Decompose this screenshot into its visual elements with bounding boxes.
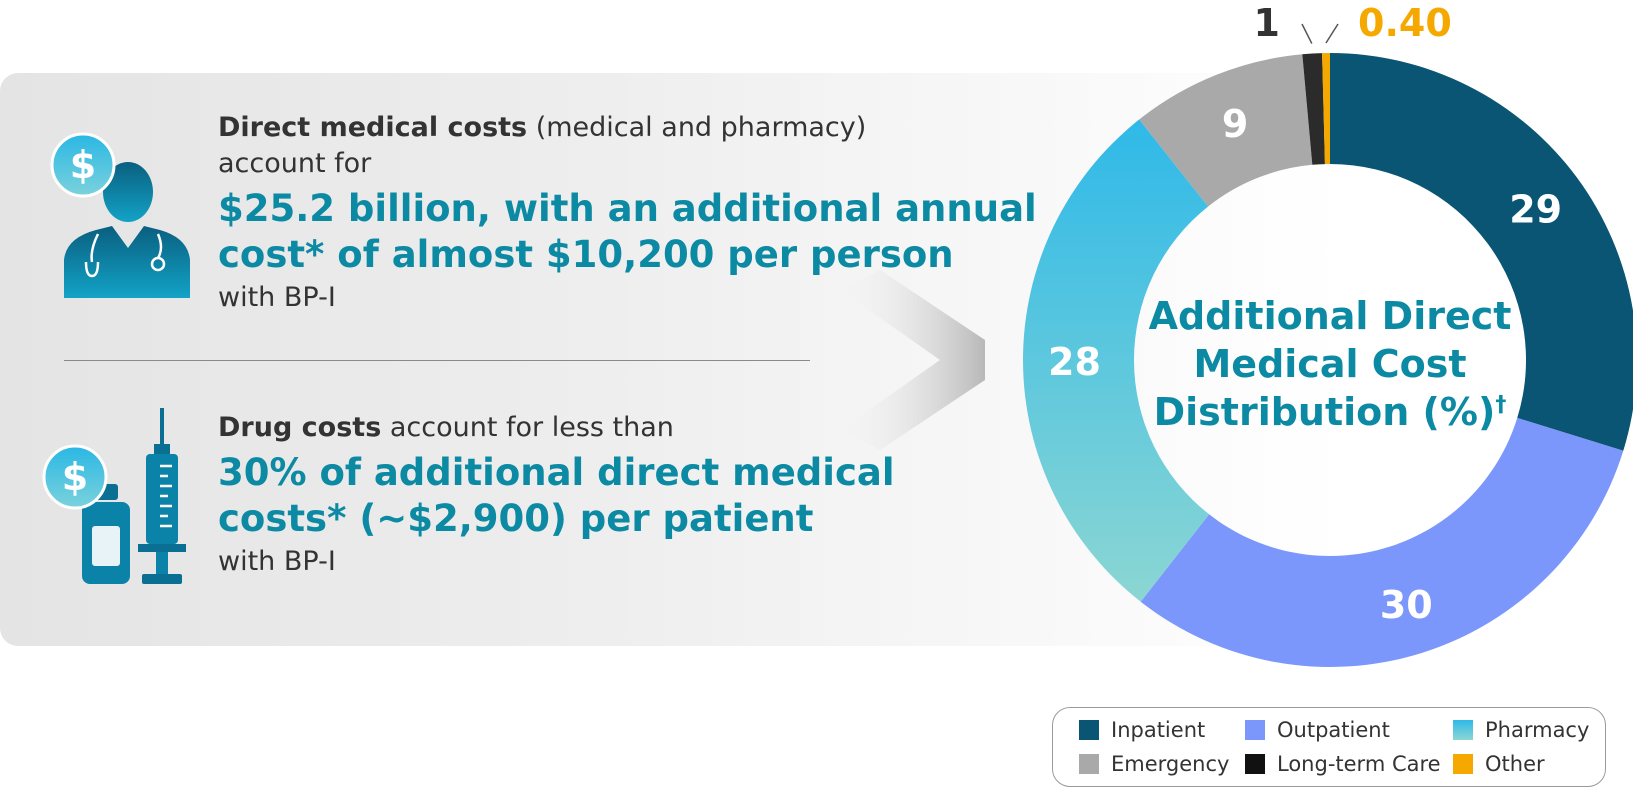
legend-label: Emergency bbox=[1111, 752, 1230, 776]
dagger-mark: † bbox=[1495, 392, 1507, 418]
leader-line bbox=[1325, 23, 1339, 44]
legend-label: Pharmacy bbox=[1485, 718, 1590, 742]
legend-item-outpatient: Outpatient bbox=[1245, 718, 1390, 742]
direct-costs-intro-line2: account for bbox=[218, 148, 372, 179]
legend-label: Long-term Care bbox=[1277, 752, 1441, 776]
direct-costs-block: Direct medical costs (medical and pharma… bbox=[218, 110, 1037, 316]
chart-title-line3: Distribution (%)† bbox=[1140, 388, 1520, 436]
svg-text:$: $ bbox=[70, 143, 96, 187]
chart-legend: Inpatient Outpatient Pharmacy Emergency … bbox=[1052, 707, 1606, 787]
chart-center-title: Additional Direct Medical Cost Distribut… bbox=[1140, 292, 1520, 436]
drug-costs-intro-rest: account for less than bbox=[381, 412, 674, 443]
donut-slice-pharmacy bbox=[1022, 119, 1210, 602]
dollar-icon: $ bbox=[42, 444, 108, 510]
data-label-other: 0.40 bbox=[1358, 1, 1452, 45]
direct-costs-intro-rest: (medical and pharmacy) bbox=[527, 112, 867, 143]
legend-swatch bbox=[1079, 754, 1099, 774]
chart-title-line2: Medical Cost bbox=[1193, 342, 1467, 386]
legend-item-long-term-care: Long-term Care bbox=[1245, 752, 1441, 776]
svg-text:$: $ bbox=[62, 455, 88, 499]
legend-swatch bbox=[1453, 720, 1473, 740]
legend-label: Outpatient bbox=[1277, 718, 1390, 742]
data-label-long-term-care: 1 bbox=[1254, 1, 1280, 45]
legend-swatch bbox=[1245, 720, 1265, 740]
legend-item-inpatient: Inpatient bbox=[1079, 718, 1205, 742]
dollar-icon: $ bbox=[50, 132, 116, 198]
legend-swatch bbox=[1245, 754, 1265, 774]
drug-costs-tail: with BP-I bbox=[218, 546, 336, 577]
leader-line bbox=[1301, 23, 1313, 44]
data-label-inpatient: 29 bbox=[1509, 187, 1562, 231]
chart-title-line1: Additional Direct bbox=[1148, 294, 1512, 338]
direct-costs-intro: Direct medical costs (medical and pharma… bbox=[218, 110, 1037, 146]
data-label-pharmacy: 28 bbox=[1048, 340, 1101, 384]
legend-swatch bbox=[1453, 754, 1473, 774]
drug-costs-headline-1: 30% of additional direct medical bbox=[218, 451, 895, 494]
direct-costs-intro-bold: Direct medical costs bbox=[218, 112, 528, 143]
chart-title-line3-text: Distribution (%) bbox=[1153, 390, 1496, 434]
legend-item-other: Other bbox=[1453, 752, 1545, 776]
syringe-icon bbox=[138, 408, 186, 584]
legend-swatch bbox=[1079, 720, 1099, 740]
section-divider bbox=[64, 360, 810, 361]
direct-costs-headline-2: cost* of almost $10,200 per person bbox=[218, 233, 954, 276]
data-label-emergency: 9 bbox=[1222, 102, 1248, 146]
donut-slice-long-term-care bbox=[1302, 53, 1325, 165]
medicine-bottle-icon bbox=[82, 484, 130, 584]
legend-item-pharmacy: Pharmacy bbox=[1453, 718, 1589, 742]
donut-slice-emergency bbox=[1139, 54, 1313, 207]
donut-slice-other bbox=[1322, 53, 1330, 165]
donut-slice-inpatient bbox=[1330, 53, 1633, 451]
drug-costs-headline-2: costs* (~$2,900) per patient bbox=[218, 497, 814, 540]
data-label-outpatient: 30 bbox=[1380, 583, 1433, 627]
drug-costs-block: Drug costs account for less than 30% of … bbox=[218, 410, 895, 580]
direct-costs-tail: with BP-I bbox=[218, 282, 336, 313]
drug-costs-intro-bold: Drug costs bbox=[218, 412, 382, 443]
drug-costs-intro: Drug costs account for less than bbox=[218, 410, 895, 446]
legend-label: Inpatient bbox=[1111, 718, 1206, 742]
doctor-icon bbox=[64, 162, 190, 298]
donut-slice-outpatient bbox=[1140, 417, 1624, 667]
direct-costs-headline-1: $25.2 billion, with an additional annual bbox=[218, 187, 1037, 230]
chevron-right-arrow-icon bbox=[840, 270, 985, 450]
legend-label: Other bbox=[1485, 752, 1545, 776]
legend-item-emergency: Emergency bbox=[1079, 752, 1229, 776]
